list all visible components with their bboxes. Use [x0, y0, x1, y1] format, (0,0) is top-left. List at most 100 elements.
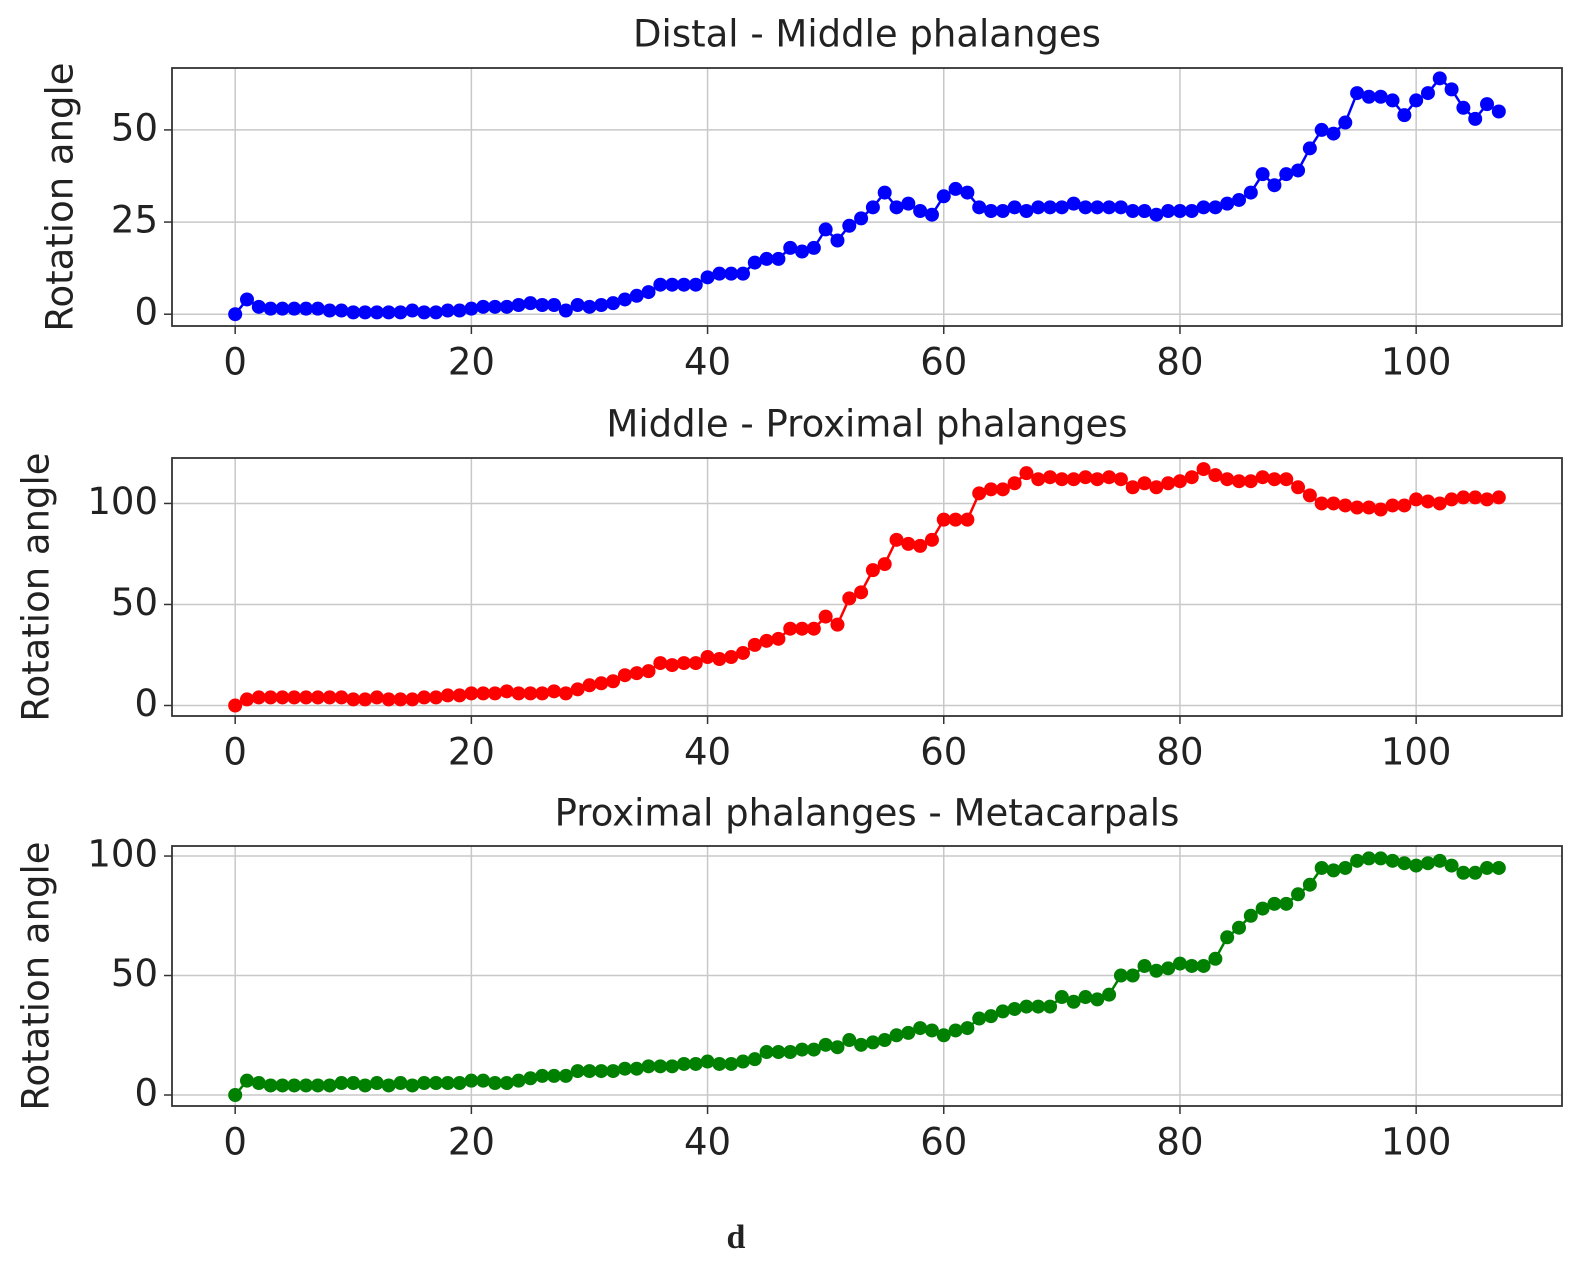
data-point	[275, 301, 290, 316]
x-tick-label: 40	[684, 341, 731, 384]
data-point	[712, 652, 727, 667]
data-point	[688, 656, 703, 671]
data-point	[653, 1059, 668, 1074]
data-point	[854, 211, 869, 226]
x-tick-label: 60	[920, 1121, 967, 1164]
data-point	[1255, 901, 1270, 916]
data-line	[234, 76, 1500, 315]
data-point	[1397, 856, 1412, 871]
data-point	[476, 686, 491, 701]
data-point	[228, 1088, 243, 1103]
data-point	[558, 1068, 573, 1083]
data-point	[358, 1078, 373, 1093]
y-tick-label: 50	[111, 581, 158, 624]
data-point	[1208, 200, 1223, 215]
data-point	[1208, 951, 1223, 966]
x-tick-label: 100	[1381, 341, 1452, 384]
data-point	[1019, 999, 1034, 1014]
data-point	[1113, 200, 1128, 215]
data-point	[889, 1028, 904, 1043]
data-point	[381, 1078, 396, 1093]
data-point	[1480, 860, 1495, 875]
data-point	[1007, 200, 1022, 215]
data-point	[629, 1061, 644, 1076]
data-point	[1314, 860, 1329, 875]
data-point	[310, 301, 325, 316]
data-point	[1480, 97, 1495, 112]
data-point	[1291, 163, 1306, 178]
data-point	[594, 676, 609, 691]
data-point	[1102, 987, 1117, 1002]
data-point	[700, 270, 715, 285]
data-point	[334, 690, 349, 705]
data-point	[783, 240, 798, 255]
data-point	[665, 658, 680, 673]
data-point	[1491, 104, 1506, 119]
data-point	[783, 1044, 798, 1059]
data-point	[948, 1023, 963, 1038]
x-tick-label: 100	[1381, 731, 1452, 774]
data-point	[1338, 115, 1353, 130]
data-point	[1373, 89, 1388, 104]
data-point	[901, 536, 916, 551]
data-point	[369, 690, 384, 705]
data-point	[641, 285, 656, 300]
data-point	[440, 688, 455, 703]
data-point	[795, 621, 810, 636]
data-point	[1113, 472, 1128, 487]
data-point	[1137, 958, 1152, 973]
data-point	[1078, 990, 1093, 1005]
x-tick-label: 100	[1381, 1121, 1452, 1164]
x-tick-label: 0	[223, 731, 247, 774]
data-point	[582, 299, 597, 314]
data-point	[511, 297, 526, 312]
data-point	[369, 305, 384, 320]
y-tick-label: 0	[134, 291, 158, 334]
data-point	[1291, 480, 1306, 495]
data-point	[405, 692, 420, 707]
data-point	[1314, 122, 1329, 137]
data-point	[877, 185, 892, 200]
data-point	[346, 1076, 361, 1091]
data-point	[1149, 480, 1164, 495]
data-point	[724, 650, 739, 665]
data-point	[1102, 470, 1117, 485]
data-point	[995, 1004, 1010, 1019]
data-point	[299, 301, 314, 316]
data-point	[1409, 858, 1424, 873]
y-tick-label: 100	[87, 833, 158, 876]
data-point	[487, 299, 502, 314]
data-point	[440, 303, 455, 318]
data-point	[1232, 474, 1247, 489]
data-point	[629, 288, 644, 303]
data-point	[535, 297, 550, 312]
data-point	[1019, 204, 1034, 219]
data-point	[641, 1059, 656, 1074]
data-point	[1090, 200, 1105, 215]
caption: d	[727, 1219, 746, 1256]
data-point	[558, 303, 573, 318]
data-point	[865, 563, 880, 578]
data-point	[1208, 468, 1223, 483]
data-point	[1491, 860, 1506, 875]
data-point	[1350, 500, 1365, 515]
data-point	[1468, 865, 1483, 880]
data-point	[641, 664, 656, 679]
data-point	[1350, 853, 1365, 868]
data-point	[771, 251, 786, 266]
data-point	[228, 698, 243, 713]
data-point	[676, 277, 691, 292]
data-point	[1113, 968, 1128, 983]
data-point	[960, 185, 975, 200]
y-tick-label: 0	[134, 1072, 158, 1115]
data-point	[948, 181, 963, 196]
data-point	[1007, 476, 1022, 491]
data-point	[381, 692, 396, 707]
data-point	[629, 666, 644, 681]
data-point	[310, 1078, 325, 1093]
data-point	[1031, 999, 1046, 1014]
x-tick-label: 0	[223, 1121, 247, 1164]
data-point	[771, 631, 786, 646]
data-point	[251, 1076, 266, 1091]
data-point	[1007, 1001, 1022, 1016]
